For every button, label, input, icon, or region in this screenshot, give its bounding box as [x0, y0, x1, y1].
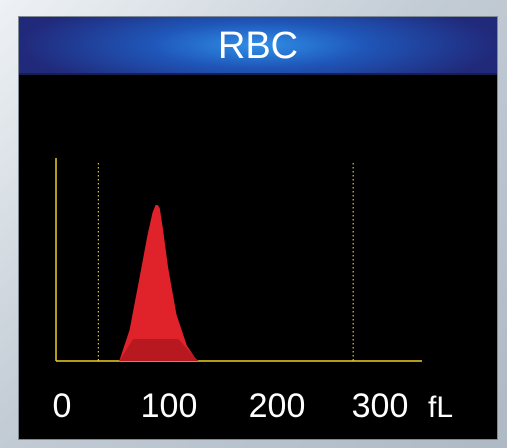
x-tick-label-200: 200 — [249, 387, 306, 425]
chart-title: RBC — [217, 25, 299, 67]
rbc-distribution-area — [119, 205, 199, 361]
rbc-distribution-shade — [119, 339, 199, 361]
x-tick-label-300: 300 — [352, 387, 409, 425]
x-unit-label: fL — [428, 391, 453, 424]
x-tick-label-100: 100 — [141, 387, 198, 425]
panel-header: RBC — [19, 17, 497, 75]
rbc-histogram-chart: 0 100 200 300 fL — [53, 158, 453, 425]
rbc-histogram-panel: RBC 0 100 200 300 fL — [19, 17, 497, 439]
x-tick-label-0: 0 — [53, 387, 72, 425]
